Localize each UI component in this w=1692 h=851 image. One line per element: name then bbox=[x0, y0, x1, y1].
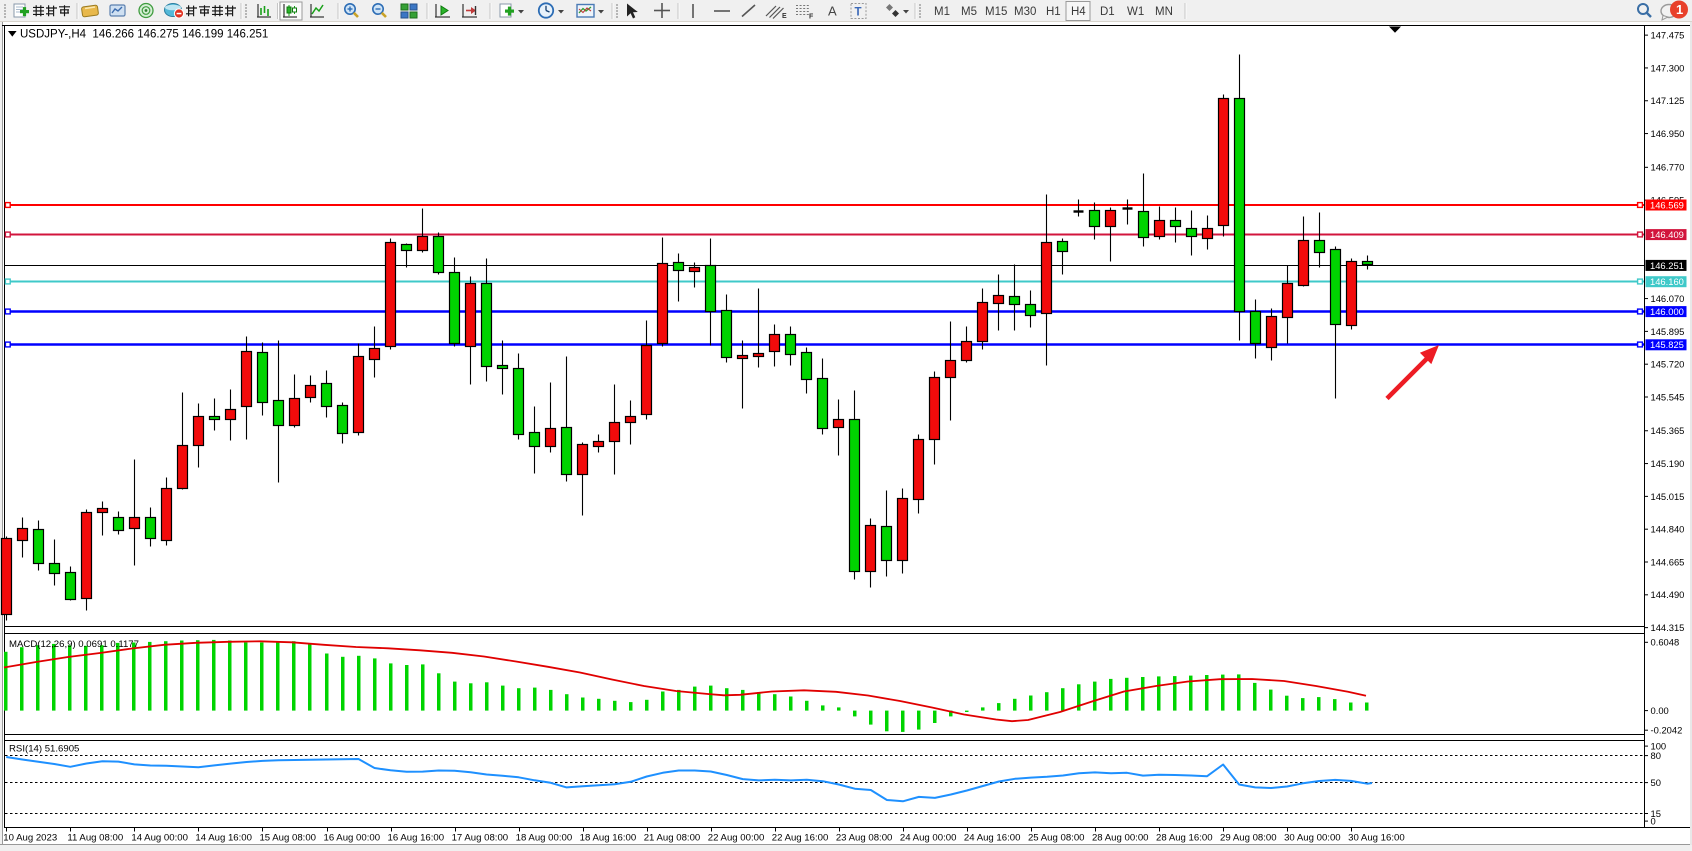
svg-text:146.950: 146.950 bbox=[1651, 128, 1685, 139]
svg-text:MN: MN bbox=[1155, 6, 1173, 18]
svg-text:RSI(14) 51.6905: RSI(14) 51.6905 bbox=[9, 744, 79, 755]
svg-text:147.475: 147.475 bbox=[1651, 30, 1685, 41]
svg-text:80: 80 bbox=[1651, 750, 1661, 761]
svg-text:145.190: 145.190 bbox=[1651, 458, 1685, 469]
svg-text:18 Aug 00:00: 18 Aug 00:00 bbox=[516, 833, 573, 844]
svg-text:1: 1 bbox=[1676, 2, 1683, 17]
svg-text:23 Aug 08:00: 23 Aug 08:00 bbox=[836, 833, 893, 844]
svg-text:24 Aug 16:00: 24 Aug 16:00 bbox=[964, 833, 1021, 844]
svg-text:145.895: 145.895 bbox=[1651, 326, 1685, 337]
svg-text:15: 15 bbox=[1651, 808, 1661, 819]
svg-text:146.160: 146.160 bbox=[1650, 276, 1684, 287]
svg-text:H4: H4 bbox=[1071, 6, 1086, 18]
svg-text:18 Aug 16:00: 18 Aug 16:00 bbox=[580, 833, 637, 844]
svg-text:146.770: 146.770 bbox=[1651, 162, 1685, 173]
svg-text:14 Aug 00:00: 14 Aug 00:00 bbox=[131, 833, 188, 844]
svg-text:145.825: 145.825 bbox=[1650, 339, 1684, 350]
svg-text:146.409: 146.409 bbox=[1650, 229, 1684, 240]
svg-text:28 Aug 16:00: 28 Aug 16:00 bbox=[1156, 833, 1213, 844]
svg-text:28 Aug 00:00: 28 Aug 00:00 bbox=[1092, 833, 1149, 844]
svg-text:146.251: 146.251 bbox=[1650, 260, 1684, 271]
svg-text:M5: M5 bbox=[961, 6, 977, 18]
svg-text:F: F bbox=[809, 14, 814, 21]
svg-text:M30: M30 bbox=[1014, 6, 1036, 18]
svg-text:0: 0 bbox=[1651, 816, 1656, 827]
svg-text:146.000: 146.000 bbox=[1650, 306, 1684, 317]
svg-text:M1: M1 bbox=[934, 6, 950, 18]
svg-text:E: E bbox=[782, 13, 787, 20]
svg-text:24 Aug 00:00: 24 Aug 00:00 bbox=[900, 833, 957, 844]
svg-text:145.015: 145.015 bbox=[1651, 491, 1685, 502]
svg-text:29 Aug 08:00: 29 Aug 08:00 bbox=[1220, 833, 1277, 844]
svg-text:144.490: 144.490 bbox=[1651, 589, 1685, 600]
svg-text:147.125: 147.125 bbox=[1651, 95, 1685, 106]
svg-text:-0.2042: -0.2042 bbox=[1651, 725, 1683, 736]
svg-text:145.365: 145.365 bbox=[1651, 425, 1685, 436]
svg-text:USDJPY-,H4 146.266 146.275 14: USDJPY-,H4 146.266 146.275 146.199 146.2… bbox=[20, 29, 268, 41]
svg-text:11 Aug 08:00: 11 Aug 08:00 bbox=[67, 833, 123, 844]
svg-text:16 Aug 16:00: 16 Aug 16:00 bbox=[388, 833, 445, 844]
svg-text:14 Aug 16:00: 14 Aug 16:00 bbox=[195, 833, 252, 844]
svg-text:16 Aug 00:00: 16 Aug 00:00 bbox=[324, 833, 381, 844]
svg-text:145.720: 145.720 bbox=[1651, 359, 1685, 370]
svg-text:17 Aug 08:00: 17 Aug 08:00 bbox=[452, 833, 509, 844]
svg-text:M15: M15 bbox=[985, 6, 1007, 18]
svg-text:15 Aug 08:00: 15 Aug 08:00 bbox=[259, 833, 316, 844]
svg-text:22 Aug 00:00: 22 Aug 00:00 bbox=[708, 833, 765, 844]
svg-text:MACD(12,26,9) 0.0691 0.1177: MACD(12,26,9) 0.0691 0.1177 bbox=[9, 639, 139, 650]
svg-text:A: A bbox=[828, 4, 837, 19]
svg-text:30 Aug 00:00: 30 Aug 00:00 bbox=[1284, 833, 1341, 844]
svg-text:H1: H1 bbox=[1046, 6, 1061, 18]
svg-text:25 Aug 08:00: 25 Aug 08:00 bbox=[1028, 833, 1085, 844]
svg-text:T: T bbox=[855, 7, 862, 19]
svg-text:144.665: 144.665 bbox=[1651, 556, 1685, 567]
svg-text:146.070: 146.070 bbox=[1651, 293, 1685, 304]
svg-text:D1: D1 bbox=[1100, 6, 1115, 18]
svg-text:10 Aug 2023: 10 Aug 2023 bbox=[3, 833, 57, 844]
svg-text:0.00: 0.00 bbox=[1651, 705, 1669, 716]
svg-text:146.569: 146.569 bbox=[1650, 199, 1684, 210]
svg-text:147.300: 147.300 bbox=[1651, 62, 1685, 73]
svg-text:144.840: 144.840 bbox=[1651, 524, 1685, 535]
svg-text:144.315: 144.315 bbox=[1651, 622, 1685, 633]
svg-text:W1: W1 bbox=[1127, 6, 1144, 18]
svg-text:30 Aug 16:00: 30 Aug 16:00 bbox=[1348, 833, 1405, 844]
svg-text:50: 50 bbox=[1651, 777, 1661, 788]
svg-text:145.545: 145.545 bbox=[1651, 391, 1685, 402]
svg-text:22 Aug 16:00: 22 Aug 16:00 bbox=[772, 833, 829, 844]
svg-text:0.6048: 0.6048 bbox=[1651, 637, 1680, 648]
svg-text:21 Aug 08:00: 21 Aug 08:00 bbox=[644, 833, 701, 844]
svg-text:100: 100 bbox=[1651, 741, 1667, 752]
